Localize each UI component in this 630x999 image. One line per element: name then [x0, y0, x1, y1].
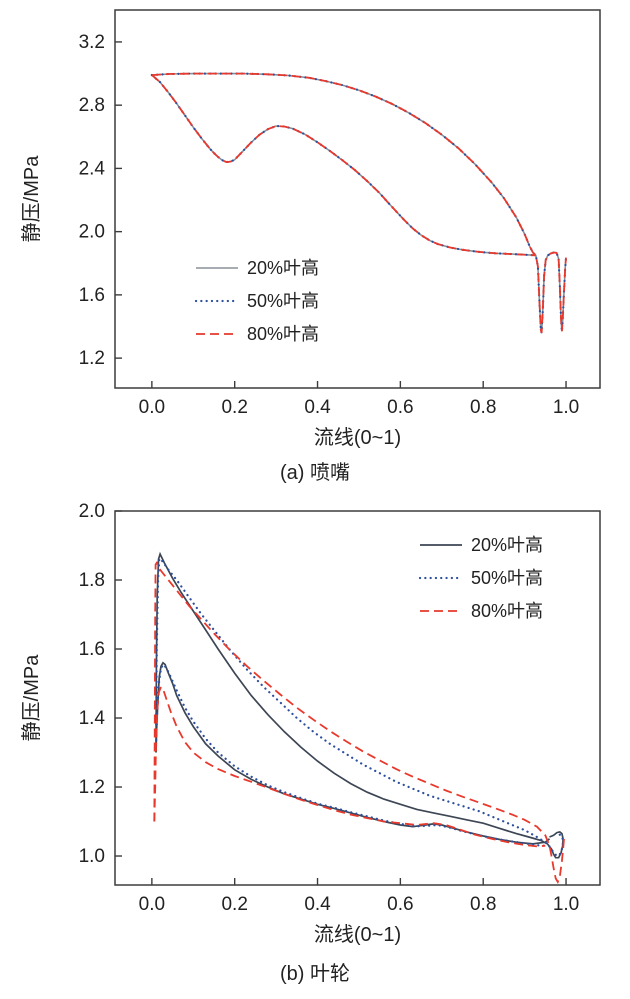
chart-text: 1.0 — [553, 397, 579, 418]
figure-impeller: 0.0 0.2 0.4 0.6 0.8 1.0 1.0 1.2 1.4 1.6 1.8 2.0 流线(0… — [0, 499, 630, 988]
series-line-1 — [150, 74, 537, 257]
chart-text: 2.4 — [79, 158, 106, 179]
chart-text: 0.6 — [387, 397, 413, 418]
chart-text: 0.0 — [139, 894, 165, 915]
series-line-2 — [151, 74, 536, 257]
chart-text: 3.2 — [79, 32, 105, 53]
chart-text: 1.0 — [553, 894, 579, 915]
chart-text: 1.4 — [79, 708, 106, 729]
chart-text: 2.0 — [79, 501, 105, 522]
chart-text: 1.6 — [79, 285, 105, 306]
chart-impeller: 0.0 0.2 0.4 0.6 0.8 1.0 1.0 1.2 1.4 1.6 1.8 2.0 流线(0… — [0, 499, 630, 956]
chart-text: 1.8 — [79, 570, 105, 591]
chart-text: 0.2 — [221, 397, 247, 418]
chart-text: 0.4 — [304, 894, 331, 915]
legend-label: 20%叶高 — [471, 535, 543, 555]
figure-nozzle: 0.0 0.2 0.4 0.6 0.8 1.0 1.2 1.6 2.0 2.4 2.8 3.2 流线(0… — [0, 0, 630, 487]
legend-label: 20%叶高 — [247, 258, 319, 278]
y-axis-label: 静压/MPa — [20, 654, 43, 742]
plot-box — [114, 9, 601, 389]
chart-text: 1.6 — [79, 639, 105, 660]
series-line-1 — [154, 662, 549, 847]
series-line-1 — [150, 72, 568, 334]
chart-text: 1.2 — [79, 777, 105, 798]
legend-label: 50%叶高 — [247, 291, 319, 311]
legend-label: 80%叶高 — [471, 601, 543, 621]
caption-impeller: (b) 叶轮 — [280, 963, 350, 985]
chart-text: 2.0 — [79, 222, 105, 243]
series-line-0 — [151, 74, 536, 257]
plot-box — [114, 510, 601, 886]
chart-text: 0.6 — [387, 894, 413, 915]
y-axis-label: 静压/MPa — [20, 155, 43, 243]
legend-label: 80%叶高 — [247, 324, 319, 344]
series-line-1 — [154, 556, 565, 858]
chart-text: 1.2 — [79, 348, 105, 369]
series-line-0 — [155, 661, 551, 845]
chart-text: 1.0 — [79, 846, 105, 867]
chart-text: 0.8 — [470, 894, 496, 915]
series-line-2 — [151, 72, 567, 334]
chart-text: 0.4 — [304, 397, 331, 418]
series-line-2 — [153, 561, 565, 884]
chart-text: 0.8 — [470, 397, 496, 418]
chart-canvas: 0.0 0.2 0.4 0.6 0.8 1.0 1.2 1.6 2.0 2.4 2.8 3.2 流线(0… — [20, 9, 601, 449]
chart-nozzle: 0.0 0.2 0.4 0.6 0.8 1.0 1.2 1.6 2.0 2.4 2.8 3.2 流线(0… — [0, 0, 630, 457]
chart-canvas: 0.0 0.2 0.4 0.6 0.8 1.0 1.0 1.2 1.4 1.6 1.8 2.0 流线(0… — [20, 501, 601, 946]
chart-text: 0.2 — [221, 894, 247, 915]
legend-label: 50%叶高 — [471, 568, 543, 588]
series-line-0 — [151, 72, 567, 333]
chart-text: 0.0 — [139, 397, 165, 418]
caption-nozzle: (a) 喷嘴 — [280, 462, 350, 484]
series-line-0 — [155, 551, 564, 859]
x-axis-label: 流线(0~1) — [314, 923, 401, 946]
series-line-2 — [153, 685, 546, 848]
chart-text: 2.8 — [79, 95, 105, 116]
x-axis-label: 流线(0~1) — [314, 426, 401, 449]
